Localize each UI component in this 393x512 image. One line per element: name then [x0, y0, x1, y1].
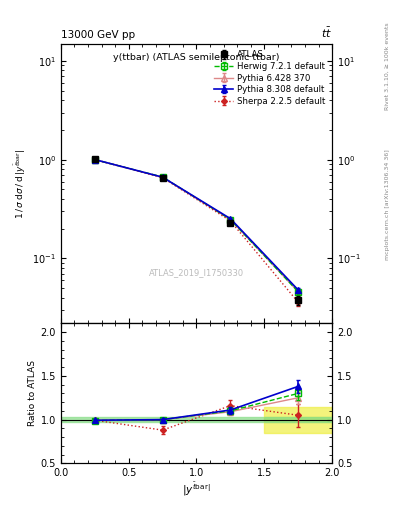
Text: 13000 GeV pp: 13000 GeV pp: [61, 30, 135, 40]
Text: Rivet 3.1.10, ≥ 100k events: Rivet 3.1.10, ≥ 100k events: [385, 23, 390, 111]
X-axis label: $|y^{\bar{t}\mathrm{bar}|}$: $|y^{\bar{t}\mathrm{bar}|}$: [182, 481, 211, 498]
Legend: ATLAS, Herwig 7.2.1 default, Pythia 6.428 370, Pythia 8.308 default, Sherpa 2.2.: ATLAS, Herwig 7.2.1 default, Pythia 6.42…: [212, 48, 328, 109]
Text: mcplots.cern.ch [arXiv:1306.34 36]: mcplots.cern.ch [arXiv:1306.34 36]: [385, 150, 390, 260]
Bar: [264, 407, 332, 433]
Y-axis label: $1\,/\,\sigma\;\mathrm{d}\sigma\,/\,\mathrm{d}\,|y^{\bar{t}\mathrm{bar}}|$: $1\,/\,\sigma\;\mathrm{d}\sigma\,/\,\mat…: [12, 148, 28, 219]
Text: ATLAS_2019_I1750330: ATLAS_2019_I1750330: [149, 268, 244, 278]
Bar: [61, 417, 332, 422]
Bar: [264, 417, 332, 422]
Text: y(ttbar) (ATLAS semileptonic ttbar): y(ttbar) (ATLAS semileptonic ttbar): [113, 53, 280, 62]
Y-axis label: Ratio to ATLAS: Ratio to ATLAS: [28, 360, 37, 426]
Text: $t\bar{t}$: $t\bar{t}$: [321, 26, 332, 40]
